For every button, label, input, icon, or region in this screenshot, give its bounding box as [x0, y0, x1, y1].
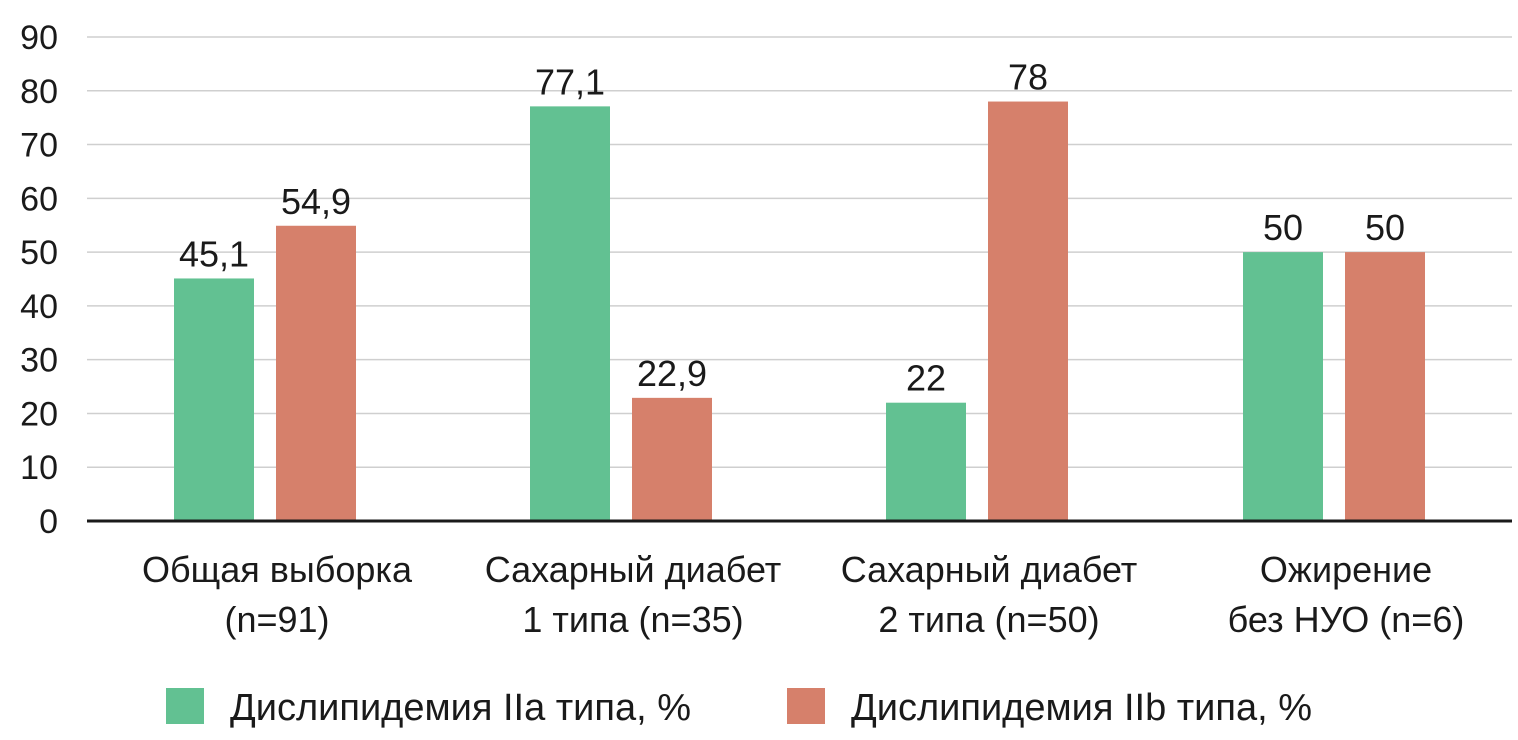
- bar: [1243, 252, 1323, 521]
- data-label: 54,9: [281, 181, 351, 222]
- data-label: 22: [906, 358, 946, 399]
- y-tick-label: 10: [20, 449, 58, 487]
- data-label: 77,1: [535, 61, 605, 102]
- category-label: Сахарный диабет: [841, 549, 1138, 590]
- category-label: 2 типа (n=50): [878, 599, 1099, 640]
- y-tick-label: 20: [20, 395, 58, 433]
- category-label: Общая выборка: [142, 549, 413, 590]
- y-tick-label: 30: [20, 342, 58, 380]
- data-labels: 45,1 54,9 77,1 22,9 22 78 50 50: [179, 57, 1405, 399]
- legend: Дислипидемия IIa типа, % Дислипидемия IIb…: [166, 687, 1312, 729]
- bar: [988, 101, 1068, 522]
- category-label: 1 типа (n=35): [522, 599, 743, 640]
- y-tick-label: 60: [20, 180, 58, 218]
- category-label: Сахарный диабет: [485, 549, 782, 590]
- category-label: без НУО (n=6): [1228, 599, 1465, 640]
- data-label: 22,9: [637, 353, 707, 394]
- legend-label: Дислипидемия IIb типа, %: [851, 687, 1312, 729]
- data-label: 50: [1365, 207, 1405, 248]
- y-tick-label: 70: [20, 127, 58, 165]
- bar: [174, 278, 254, 521]
- y-tick-label: 40: [20, 288, 58, 326]
- category-labels: Общая выборка (n=91) Сахарный диабет 1 типа…: [142, 549, 1464, 640]
- category-label: Ожирение: [1260, 549, 1432, 590]
- bar: [530, 106, 610, 521]
- bar: [1345, 252, 1425, 521]
- legend-swatch: [166, 688, 204, 724]
- bar: [276, 225, 356, 521]
- y-tick-label: 0: [39, 503, 58, 541]
- bar: [632, 397, 712, 521]
- data-label: 78: [1008, 57, 1048, 98]
- y-tick-label: 80: [20, 73, 58, 111]
- y-axis-ticks: 0 10 20 30 40 50 60 70 80 90: [20, 19, 58, 541]
- bars: [174, 101, 1425, 522]
- y-tick-label: 90: [20, 19, 58, 57]
- legend-swatch: [787, 688, 825, 724]
- y-tick-label: 50: [20, 234, 58, 272]
- legend-label: Дислипидемия IIa типа, %: [230, 687, 691, 729]
- category-label: (n=91): [224, 599, 329, 640]
- data-label: 50: [1263, 207, 1303, 248]
- data-label: 45,1: [179, 233, 249, 274]
- bar: [886, 402, 966, 521]
